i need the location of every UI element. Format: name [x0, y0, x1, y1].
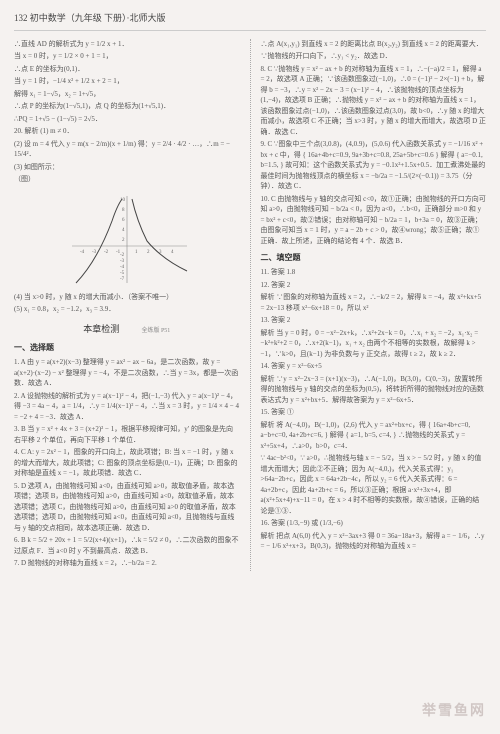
svg-text:-2: -2	[120, 253, 125, 258]
text-line: 15. 答案 ①	[261, 407, 487, 418]
text-line: ∴点 A(x₁,y₁) 到直线 x = 2 的距离比点 B(x₂,y₂) 到直线…	[261, 39, 487, 50]
page-title: 初中数学（九年级 下册）·北师大版	[30, 13, 166, 23]
choice-items: 1. A 由 y = a(x+2)(x−3) 整理得 y = ax² − ax …	[14, 357, 240, 569]
page-header: 132 初中数学（九年级 下册）·北师大版	[14, 12, 486, 31]
text-line: (5) x₁ = 0.8，x₂ = −1.2，x₃ = 3.9．	[14, 304, 240, 315]
section-title: 本章检测 全练版 P51	[14, 323, 240, 337]
text-line: 4. C A: y = 2x² − 1，图象的开口向上，故此项错；B: 当 x …	[14, 447, 240, 479]
left-lines-after: (4) 当 x>0 时，y 随 x 的增大而减小．（答案不唯一）(5) x₁ =…	[14, 292, 240, 315]
text-line: ∴点 E 的坐标为(0,1)．	[14, 64, 240, 75]
fill-items: 11. 答案 1.8 12. 答案 2解析 ∵图象的对称轴为直线 x = 2，∴−…	[261, 267, 487, 552]
text-line: (2) 设 m = 4 代入 y = m(x − 2/m)(x + 1/m) 得…	[14, 139, 240, 160]
text-line: 1. A 由 y = a(x+2)(x−3) 整理得 y = ax² − ax …	[14, 357, 240, 389]
text-line: (3) 如图所示：	[14, 162, 240, 173]
svg-text:4: 4	[171, 250, 174, 255]
text-line: 解析 当 y = 0 时，0 = −x²−2x+k，∴x²+2x−k = 0，∴…	[261, 328, 487, 360]
fill-section-title: 二、填空题	[261, 252, 487, 264]
svg-text:10: 10	[120, 198, 126, 203]
svg-text:1: 1	[135, 250, 138, 255]
svg-text:-7: -7	[120, 277, 125, 282]
svg-text:2: 2	[147, 250, 150, 255]
text-line: 12. 答案 2	[261, 280, 487, 291]
text-line: 3. B 当 y = x² + 4x + 3 = (x+2)² − 1，根据平移…	[14, 424, 240, 445]
content-columns: ∴直线 AD 的解析式为 y = 1/2 x + 1．当 x = 0 时，y =…	[14, 39, 486, 571]
svg-text:3: 3	[159, 250, 162, 255]
chart-curve	[76, 199, 187, 283]
svg-text:6: 6	[122, 218, 125, 223]
text-line: ∴PQ = 1+√5 − (1−√5) = 2√5．	[14, 114, 240, 125]
column-divider	[250, 39, 251, 571]
text-line: 7. D 抛物线的对称轴为直线 x = 2，∴−b/2a = 2.	[14, 558, 240, 569]
svg-text:-4: -4	[120, 265, 125, 270]
page-number: 132	[14, 13, 28, 23]
text-line: 当 y = 1 时，−1/4 x² + 1/2 x + 2 = 1，	[14, 76, 240, 87]
svg-text:-3: -3	[120, 259, 125, 264]
watermark: 举雪鱼网	[422, 701, 486, 722]
svg-text:8: 8	[122, 208, 125, 213]
text-line: ∴点 P 的坐标为(1−√5,1)，点 Q 的坐标为(1+√5,1)．	[14, 101, 240, 112]
text-line: 当 x = 0 时，y = 1/2 × 0 + 1 = 1，	[14, 51, 240, 62]
text-line: 9. C ∵图象中三个点(3,0.8)，(4,0.9)，(5,0.6) 代入函数…	[261, 139, 487, 192]
text-line: 14. 答案 y = x²−6x+5	[261, 361, 487, 372]
text-line: ∵ 4ac−b²<0，∵ a>0，∴抛物线与轴 x = − 5/2，当 x > …	[261, 453, 487, 516]
svg-text:-5: -5	[120, 271, 125, 276]
text-line: 5. D 选项 A，由抛物线可知 a<0，由直线可知 a>0，故取值矛盾，故本选…	[14, 481, 240, 534]
left-lines-before: ∴直线 AD 的解析式为 y = 1/2 x + 1．当 x = 0 时，y =…	[14, 39, 240, 185]
svg-text:2: 2	[122, 238, 125, 243]
left-column: ∴直线 AD 的解析式为 y = 1/2 x + 1．当 x = 0 时，y =…	[14, 39, 240, 571]
text-line: 13. 答案 2	[261, 315, 487, 326]
text-line: 16. 答案 (1/3,−9) 或 (1/3,−6)	[261, 518, 487, 529]
text-line: ∴直线 AD 的解析式为 y = 1/2 x + 1．	[14, 39, 240, 50]
choice-section-title: 一、选择题	[14, 342, 240, 354]
right-column: ∴点 A(x₁,y₁) 到直线 x = 2 的距离比点 B(x₂,y₂) 到直线…	[261, 39, 487, 571]
right-lines-top: ∴点 A(x₁,y₁) 到直线 x = 2 的距离比点 B(x₂,y₂) 到直线…	[261, 39, 487, 247]
text-line: (4) 当 x>0 时，y 随 x 的增大而减小．（答案不唯一）	[14, 292, 240, 303]
chart-axes	[72, 196, 187, 283]
section-title-text: 本章检测	[83, 324, 119, 334]
text-line: 解析 把点 A(6,0) 代入 y = x²−3ax+3 得 0 = 36a−1…	[261, 531, 487, 552]
svg-text:-4: -4	[80, 250, 85, 255]
text-line: 11. 答案 1.8	[261, 267, 487, 278]
svg-text:4: 4	[122, 228, 125, 233]
text-line: 20. 解析 (1) m ≠ 0．	[14, 126, 240, 137]
text-line: 6. B k = 5/2 + 20x + 1 = 5/2(x+4)(x+1)，∴…	[14, 535, 240, 556]
text-line: 2. A 设抛物线的解析式为 y = a(x−1)² − 4，把(−1,−3) …	[14, 391, 240, 423]
text-line: 10. C 由抛物线与 y 轴的交点可知 c<0，故①正确；由抛物线的开口方向可…	[261, 194, 487, 247]
text-line: 解析 将 A(−4,0)，B(−1,0)，(2,6) 代入 y = ax²+bx…	[261, 420, 487, 452]
text-line: 解得 x₁ = 1−√5，x₂ = 1+√5，	[14, 89, 240, 100]
y-tick-labels: 10 8 6 4 2 -2-3-4-5-7	[120, 198, 126, 282]
text-line: 解析 ∵图象的对称轴为直线 x = 2，∴−k/2 = 2，解得 k = −4，…	[261, 292, 487, 313]
text-line: 8. C ∵抛物线 y = x² − ax + b 的对称轴为直线 x = 1，…	[261, 64, 487, 138]
text-line: ∵抛物线的开口向下，∴y₁ < y₂．故选 D．	[261, 51, 487, 62]
svg-text:-3: -3	[92, 250, 97, 255]
text-line: 解析 ∵y = x²−2x−3 = (x+1)(x−3)，∴A(−1,0)，B(…	[261, 374, 487, 406]
svg-text:-2: -2	[104, 250, 109, 255]
text-line: （图）	[14, 174, 240, 185]
section-sub: 全练版 P51	[141, 328, 170, 334]
hyperbola-chart: -4-3-2-1 1234 108642 -2-3-4-5-7	[62, 191, 192, 286]
